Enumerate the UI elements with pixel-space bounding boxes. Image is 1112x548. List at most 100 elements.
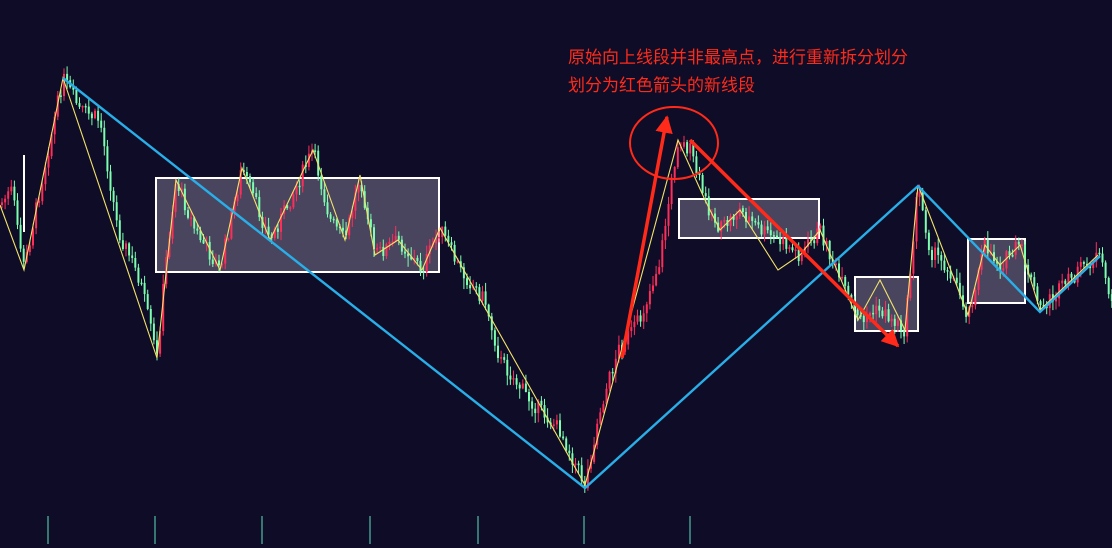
candle-body <box>977 269 980 290</box>
candle-body <box>958 282 961 296</box>
candle-body <box>658 267 661 274</box>
candle-body <box>1008 251 1011 256</box>
candle-body <box>348 217 351 236</box>
candle-body <box>555 420 558 425</box>
candle-body <box>47 156 50 168</box>
candle-body <box>630 327 633 332</box>
candle-body <box>128 243 131 256</box>
candle-body <box>642 313 645 322</box>
candle-body <box>289 207 292 209</box>
candle-body <box>667 204 670 226</box>
candle-body <box>193 217 196 229</box>
candle-body <box>78 103 81 107</box>
candle-body <box>1082 262 1085 264</box>
candle-body <box>140 282 143 285</box>
candle-body <box>524 383 527 392</box>
candle-body <box>326 202 329 215</box>
candle-body <box>462 267 465 279</box>
candle-body <box>639 315 642 322</box>
candle-body <box>286 205 289 209</box>
candle-body <box>741 208 744 212</box>
candle-body <box>295 185 298 195</box>
candle-body <box>7 191 10 199</box>
candle-body <box>900 320 902 331</box>
candle-body <box>484 291 487 305</box>
candle-body <box>1086 263 1088 266</box>
candle-body <box>655 273 658 286</box>
candle-body <box>162 283 165 332</box>
candle-body <box>918 191 921 197</box>
up-arrow <box>620 115 673 359</box>
candle-body <box>103 127 106 147</box>
candle-body <box>751 216 754 221</box>
candle-body <box>245 171 248 177</box>
candle-body <box>218 260 220 266</box>
candle-body <box>131 255 134 258</box>
candle-body <box>999 263 1002 271</box>
candle-body <box>230 211 233 239</box>
candle-body <box>428 245 431 254</box>
candle-body <box>627 331 630 345</box>
candle-body <box>252 182 255 194</box>
candle-body <box>729 216 732 226</box>
candle-body <box>543 405 546 418</box>
candle-body <box>382 246 385 257</box>
candle-body <box>763 226 766 235</box>
candle-body <box>385 244 388 257</box>
candle-body <box>537 400 540 414</box>
candle-body <box>53 116 56 135</box>
candle-body <box>794 249 797 251</box>
annotation-line-2: 划分为红色箭头的新线段 <box>568 76 755 96</box>
volume-bars <box>47 516 691 544</box>
candle-body <box>946 270 949 272</box>
candle-body <box>518 384 521 389</box>
candle-body <box>903 330 906 337</box>
candle-body <box>435 237 437 244</box>
candle-body <box>534 408 537 414</box>
candle-body <box>875 305 878 315</box>
candle-body <box>648 291 651 305</box>
candle-body <box>769 230 772 236</box>
candle-body <box>571 453 574 465</box>
candle-body <box>593 444 596 462</box>
candle-body <box>134 257 137 268</box>
candle-body <box>757 222 760 225</box>
candle-body <box>695 156 698 174</box>
candle-body <box>949 271 952 279</box>
candle-body <box>645 304 648 314</box>
candle-body <box>301 164 304 187</box>
candle-body <box>1039 301 1042 306</box>
candle-body <box>307 153 310 167</box>
candle-body <box>1110 294 1112 301</box>
down-arrow <box>688 138 900 348</box>
candle-body <box>143 282 146 295</box>
candle-body <box>1014 241 1017 256</box>
candle-body <box>177 184 180 191</box>
candle-body <box>810 239 813 241</box>
candle-body <box>1061 280 1064 284</box>
candle-body <box>233 201 236 212</box>
candle-body <box>971 305 974 308</box>
candle-body <box>156 340 158 354</box>
candle-body <box>986 239 989 254</box>
candle-body <box>896 320 899 326</box>
candle-body <box>106 146 109 172</box>
candle-body <box>1064 280 1067 284</box>
candle-body <box>782 237 785 245</box>
candle-body <box>1101 253 1104 263</box>
candle-body <box>450 242 453 245</box>
candle-body <box>475 286 478 288</box>
candle-body <box>1042 305 1045 307</box>
candle-body <box>881 310 884 317</box>
candle-body <box>779 237 782 245</box>
candle-body <box>934 247 937 260</box>
candle-body <box>1005 251 1008 269</box>
candle-body <box>735 216 738 220</box>
candle-body <box>329 214 332 219</box>
candle-body <box>280 213 282 232</box>
candle-body <box>118 220 121 241</box>
candle-body <box>1017 241 1020 245</box>
candle-body <box>1070 273 1073 278</box>
candle-body <box>937 247 940 256</box>
candle-body <box>16 200 19 225</box>
